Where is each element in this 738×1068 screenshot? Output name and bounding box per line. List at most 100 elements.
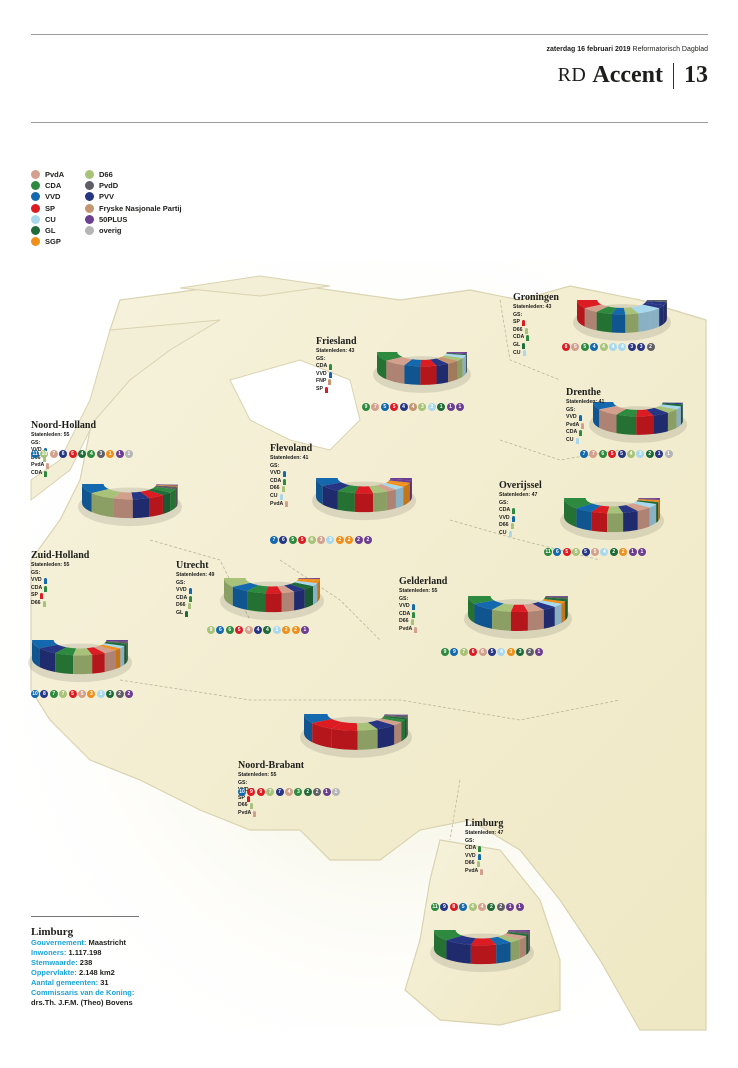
seat-count: 2 [115,690,124,698]
drum-segment-top [99,644,121,651]
seat-count: 2 [646,343,655,351]
drum-segment-top [492,603,515,612]
person-icon [282,470,286,477]
gs-party-name: PvdA [270,500,284,507]
drum-segment-top [470,938,497,946]
gs-party-name: VVD [316,370,327,377]
gs-party: D66 [399,618,447,626]
gs-party: FNP [316,378,357,386]
drum-segment-top [381,482,404,490]
infobox-label: Gouvernement: [31,938,87,947]
drum-segment-top [82,484,109,494]
person-icon [43,577,47,584]
gs-party: PvdA [399,626,447,634]
seat-count: 4 [626,450,635,458]
legend-item: GL [31,226,55,235]
seat-count: 4 [307,536,316,544]
border-brabant-limburg [449,779,461,841]
province-name: Limburg [465,818,504,829]
drum-segment-top [497,935,520,943]
seat-row-noord-brabant: 10 9 9 7 7 4 3 2 2 1 1 [238,788,341,796]
person-icon [521,319,525,326]
drum-segment-top [113,491,133,500]
statenleden-label: Statenleden: 55 [399,588,438,594]
drum-segment [528,932,530,953]
infobox-row: Stemwaarde: 238 [31,958,139,968]
drum-segment [304,585,314,609]
gs-party: VVD [31,577,89,585]
seat-count: 5 [608,450,617,458]
drum-segment-top [86,647,105,655]
gs-party: CDA [176,595,214,603]
person-icon [329,363,333,370]
gs-label: GS: [499,499,509,506]
seat-count: 6 [478,648,487,656]
drum-segment [337,490,355,512]
gs-party-name: D66 [513,326,523,333]
drum-segment [420,365,437,385]
province-gelderland: Gelderland Statenleden: 55 GS: VVD CDA D66 Pvd… [399,576,447,634]
infobox-label: Commissaris van de Koning: [31,988,135,997]
seat-row-overijssel: 11 6 5 5 5 5 4 2 2 1 1 [544,548,647,556]
province-name: Groningen [513,292,559,303]
drum-segment-top [383,715,408,718]
infobox-label: Aantal gemeenten: [31,978,99,987]
legend-label: Fryske Nasjonale Partij [99,203,182,213]
person-icon [189,595,193,602]
province-name: Noord-Brabant [238,760,305,771]
drum-segment [663,302,667,324]
seat-count: 5 [77,690,86,698]
person-icon [44,470,48,477]
gs-party-name: CU [270,492,278,499]
seat-count: 3 [427,403,436,411]
seat-count: 10 [31,690,39,698]
drum-segment-top [510,604,528,613]
province-limburg: Limburg Statenleden: 47 GS: CDA VVD D66 PvdA [465,818,503,876]
gs-party-name: GL [513,341,521,348]
seat-count: 5 [581,548,590,556]
land-mainland [30,279,707,1031]
seat-count: 5 [562,548,571,556]
province-name: Utrecht [176,560,209,571]
person-icon [575,437,579,444]
drum-segment [637,507,650,530]
seat-count: 1 [446,403,455,411]
gs-party: PvdA [465,868,503,876]
drum-segment-top [377,352,403,361]
masthead-divider [673,62,674,89]
drum-segment-top [654,406,677,413]
drum-segment-top [446,353,467,356]
drum-segment-top [369,485,387,494]
drum-segment-top [32,640,58,649]
drum-segment-top [593,402,617,410]
drum-segment [593,402,600,428]
drum-limburg [430,930,534,973]
infobox-value: Maastricht [86,938,127,947]
drum-segment-top [523,603,544,612]
drum-segment-top [662,402,683,405]
person-icon [249,803,253,810]
seat-count: 9 [362,403,370,411]
seat-count: 2 [363,536,372,544]
drum-segment-top [55,647,77,656]
drum-segment-top [404,359,422,367]
drum-segment [611,314,626,333]
drum-segment [386,360,405,384]
gs-party: CDA [270,478,312,486]
province-name: Noord-Holland [31,420,97,431]
drum-segment-top [637,304,660,312]
drum-segment [457,358,463,380]
seat-count: 3 [96,450,105,458]
drum-segment [510,939,520,962]
drum-segment [232,586,248,610]
seat-count: 2 [525,648,534,656]
gs-party-name: PvdA [399,625,413,632]
gs-label: GS: [566,406,576,413]
drum-segment-top [224,578,251,587]
gs-label: GS: [399,595,409,602]
drum-segment-top [659,404,681,410]
seat-count: 8 [562,343,570,351]
drum-segment-top [584,304,609,312]
drum-segment-top [446,352,467,355]
